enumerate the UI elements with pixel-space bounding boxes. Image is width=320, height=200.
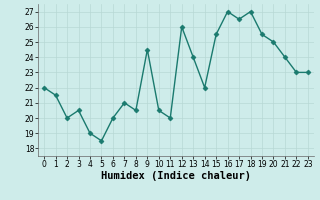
X-axis label: Humidex (Indice chaleur): Humidex (Indice chaleur) bbox=[101, 171, 251, 181]
